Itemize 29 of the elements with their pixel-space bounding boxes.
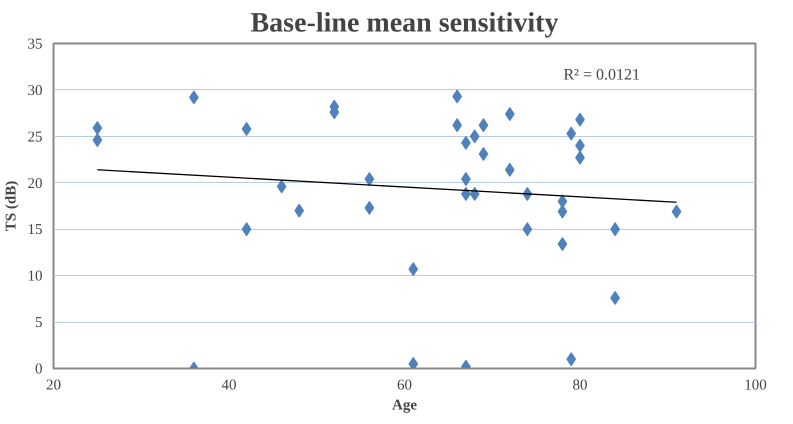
x-tick-label: 100 <box>744 378 767 394</box>
y-tick-label: 25 <box>28 129 42 146</box>
x-tick-label: 80 <box>572 378 588 394</box>
point <box>504 162 515 177</box>
point <box>276 180 286 194</box>
point <box>92 121 102 135</box>
annotation: R² = 0.0121 <box>564 66 640 84</box>
point <box>470 129 480 144</box>
point <box>566 126 576 141</box>
x-tick-label: 60 <box>397 378 412 394</box>
y-tick-label: 0 <box>35 362 42 378</box>
point <box>504 107 515 122</box>
point <box>470 186 480 201</box>
y-tick-label: 5 <box>35 315 42 332</box>
point <box>566 352 576 366</box>
y-tick-label: 35 <box>28 36 42 52</box>
y-tick-label: 30 <box>28 82 42 99</box>
x-axis-title: Age <box>392 398 418 414</box>
y-tick-label: 20 <box>28 176 42 192</box>
y-tick-label: 10 <box>28 268 42 285</box>
x-tick-label: 40 <box>222 378 236 394</box>
point <box>294 204 304 218</box>
y-tick-label: 15 <box>28 222 42 238</box>
x-tick-label: 20 <box>46 378 61 394</box>
chart-title: Base-line mean sensitivity <box>250 8 559 38</box>
y-axis-title: TS (dB) <box>4 180 20 232</box>
point <box>408 356 418 368</box>
point <box>478 147 488 161</box>
point <box>408 262 418 276</box>
